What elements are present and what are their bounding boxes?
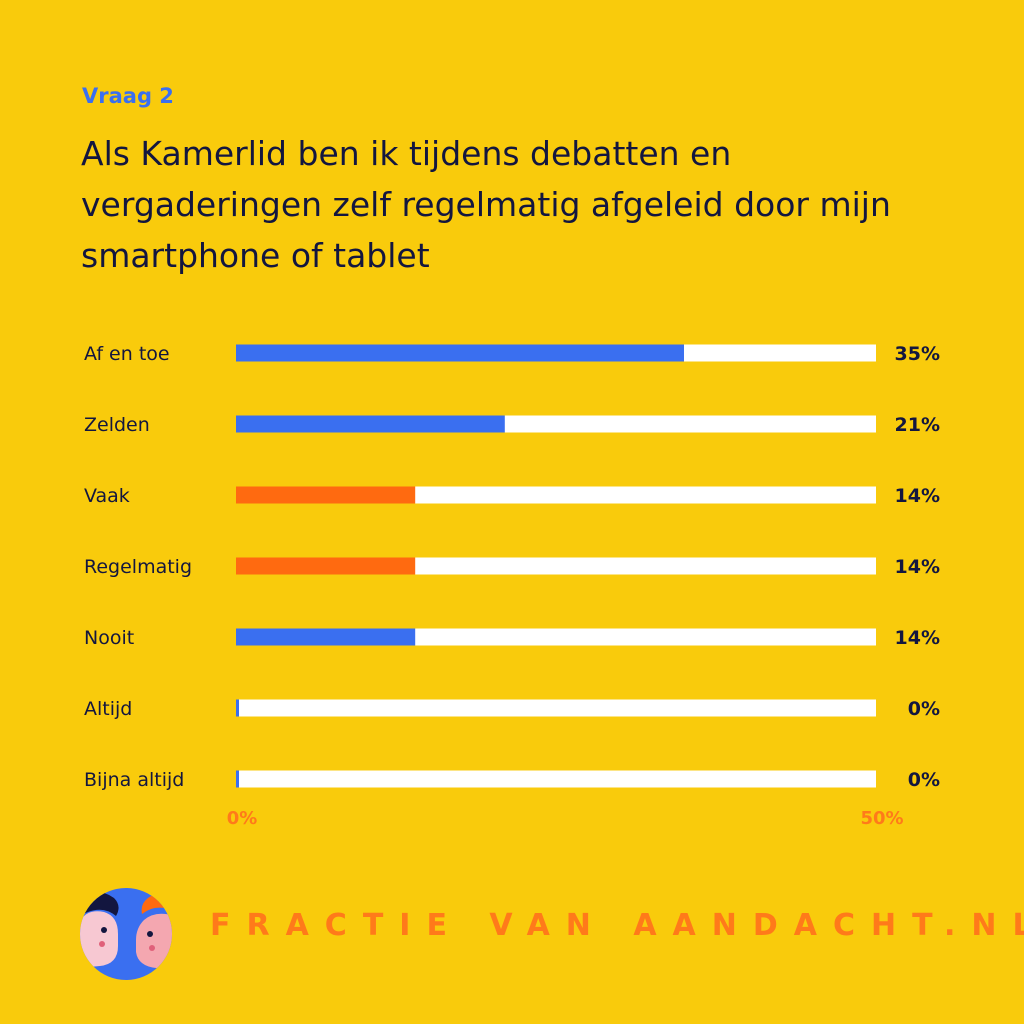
value-label: 35% <box>895 343 940 365</box>
value-label: 21% <box>895 414 940 436</box>
bar <box>236 344 684 362</box>
eyebrow-label: Vraag 2 <box>82 84 174 108</box>
bar <box>236 415 505 433</box>
value-label: 0% <box>908 769 940 791</box>
bar <box>236 486 416 504</box>
brand-url: FRACTIE VAN AANDACHT.NL <box>210 908 1024 943</box>
bar <box>236 699 239 717</box>
two-faces-icon <box>80 888 172 980</box>
bar-track <box>236 770 876 788</box>
category-label: Bijna altijd <box>84 769 184 791</box>
page-title: Als Kamerlid ben ik tijdens debatten en … <box>81 134 891 275</box>
value-label: 0% <box>908 698 940 720</box>
bar <box>236 770 239 788</box>
value-label: 14% <box>895 485 940 507</box>
category-label: Vaak <box>84 485 130 507</box>
category-label: Altijd <box>84 698 132 720</box>
category-label: Zelden <box>84 414 150 436</box>
category-label: Af en toe <box>84 343 170 365</box>
bar <box>236 628 416 646</box>
value-label: 14% <box>895 627 940 649</box>
x-tick-label: 50% <box>860 808 903 829</box>
bar <box>236 557 416 575</box>
value-label: 14% <box>895 556 940 578</box>
bar-track <box>236 699 876 717</box>
category-label: Regelmatig <box>84 556 192 578</box>
category-label: Nooit <box>84 627 134 649</box>
x-tick-label: 0% <box>227 808 258 829</box>
bar-chart: Af en toe 35% Zelden 21% Vaak 14% Regelmatig 14… <box>84 343 940 829</box>
